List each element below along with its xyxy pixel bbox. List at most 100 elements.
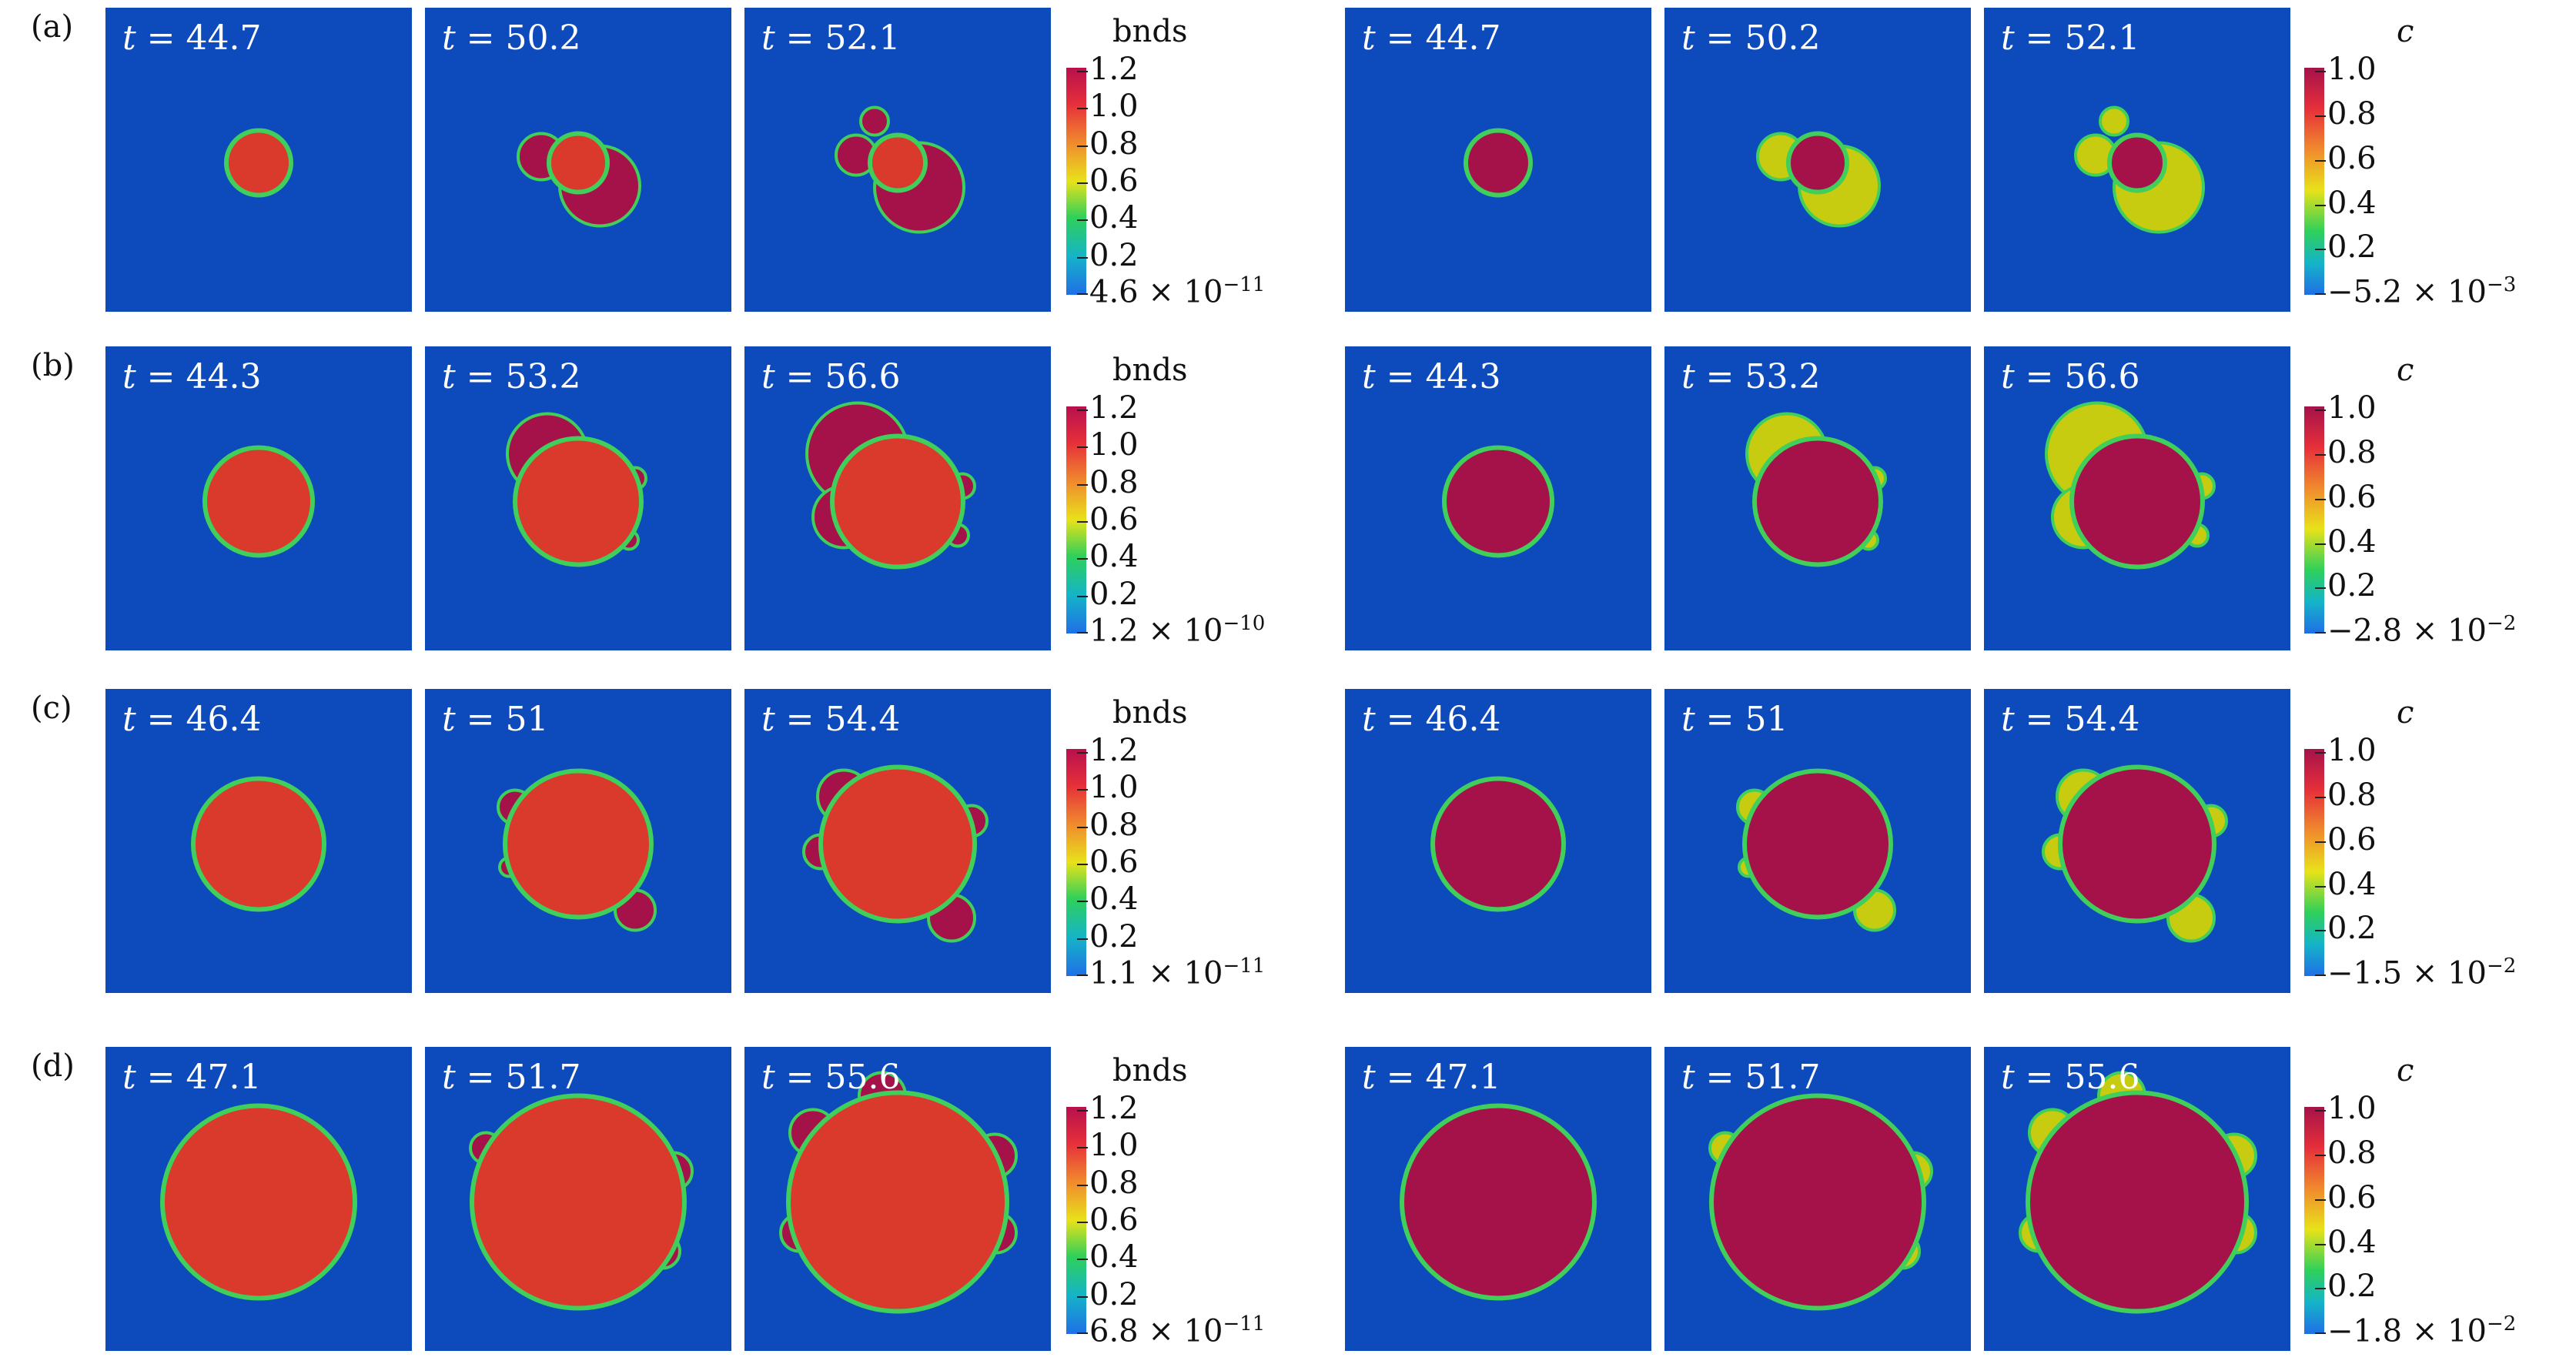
parent-grain — [2069, 433, 2205, 570]
equals-sign: = — [774, 18, 825, 58]
c-colorbar-tick: 0.6 — [2315, 1182, 2377, 1213]
time-value: 44.7 — [186, 18, 262, 58]
time-symbol: t — [2001, 18, 2015, 58]
time-label: t = 55.6 — [761, 1058, 901, 1097]
c-field-panel: t = 51.7 — [1664, 1047, 1971, 1351]
time-symbol: t — [1681, 1058, 1695, 1097]
c-field-panel: t = 44.7 — [1345, 8, 1651, 312]
bnds-colorbar-min-label: 6.8 × 10−11 — [1077, 1314, 1265, 1346]
time-value: 44.7 — [1425, 18, 1501, 58]
equals-sign: = — [1694, 1058, 1745, 1097]
time-value: 44.3 — [1425, 357, 1501, 396]
bnds-colorbar-tick: 1.2 — [1077, 393, 1139, 423]
c-colorbar-tick: 0.4 — [2315, 1227, 2377, 1258]
c-colorbar-min-label: −1.5 × 10−2 — [2315, 956, 2516, 988]
time-value: 55.6 — [825, 1058, 901, 1097]
c-colorbar-tick: 0.8 — [2315, 1138, 2377, 1168]
bnds-field-panel: t = 56.6 — [744, 346, 1051, 650]
bnds-field-panel: t = 46.4 — [105, 689, 412, 993]
time-symbol: t — [122, 1058, 136, 1097]
bnds-colorbar-tick: 0.8 — [1077, 129, 1139, 159]
time-symbol: t — [1362, 700, 1376, 739]
equals-sign: = — [1694, 18, 1745, 58]
time-label: t = 56.6 — [761, 357, 901, 396]
time-value: 54.4 — [825, 700, 901, 739]
time-symbol: t — [1681, 18, 1695, 58]
time-value: 55.6 — [2064, 1058, 2140, 1097]
time-label: t = 44.7 — [122, 18, 262, 58]
parent-grain — [470, 1093, 687, 1311]
c-colorbar-tick: 0.4 — [2315, 527, 2377, 557]
time-symbol: t — [761, 700, 775, 739]
equals-sign: = — [455, 357, 506, 396]
bnds-colorbar-tick: 0.2 — [1077, 1279, 1139, 1310]
c-colorbar-tick: 0.6 — [2315, 143, 2377, 174]
equals-sign: = — [2014, 357, 2065, 396]
c-colorbar-tick: 0.8 — [2315, 437, 2377, 468]
c-colorbar-tick: 0.2 — [2315, 913, 2377, 944]
time-label: t = 44.3 — [122, 357, 262, 396]
parent-grain — [1442, 445, 1554, 558]
equals-sign: = — [135, 357, 186, 396]
time-value: 52.1 — [2064, 18, 2140, 58]
c-colorbar-tick: 0.2 — [2315, 1271, 2377, 1302]
row-label: (a) — [31, 9, 74, 45]
parent-grain — [1742, 768, 1893, 920]
equals-sign: = — [1375, 700, 1426, 739]
time-symbol: t — [1362, 1058, 1376, 1097]
time-value: 44.3 — [186, 357, 262, 396]
parent-grain — [1430, 776, 1566, 912]
bnds-colorbar-tick: 0.6 — [1077, 165, 1139, 196]
equals-sign: = — [1375, 18, 1426, 58]
c-field-panel: t = 46.4 — [1345, 689, 1651, 993]
parent-grain — [1752, 436, 1883, 567]
time-label: t = 52.1 — [2001, 18, 2140, 58]
time-value: 46.4 — [186, 700, 262, 739]
time-label: t = 53.2 — [442, 357, 581, 396]
equals-sign: = — [774, 700, 825, 739]
c-field-panel: t = 56.6 — [1984, 346, 2290, 650]
c-colorbar-title: c — [2397, 14, 2414, 49]
time-value: 47.1 — [1425, 1058, 1501, 1097]
time-value: 51 — [1745, 700, 1788, 739]
parent-grain — [1709, 1093, 1926, 1311]
bnds-colorbar-tick: 0.6 — [1077, 847, 1139, 878]
parent-grain — [191, 776, 326, 912]
equals-sign: = — [1375, 357, 1426, 396]
c-field-panel: t = 44.3 — [1345, 346, 1651, 650]
equals-sign: = — [774, 1058, 825, 1097]
c-field-panel: t = 47.1 — [1345, 1047, 1651, 1351]
c-colorbar-tick: 0.6 — [2315, 482, 2377, 513]
bnds-colorbar-tick: 1.0 — [1077, 1130, 1139, 1161]
time-label: t = 51.7 — [1681, 1058, 1821, 1097]
time-label: t = 54.4 — [2001, 700, 2140, 739]
c-colorbar — [2304, 406, 2324, 634]
time-value: 53.2 — [505, 357, 581, 396]
bnds-field-panel: t = 50.2 — [425, 8, 731, 312]
bnds-field-panel: t = 51 — [425, 689, 731, 993]
satellite-grain — [2099, 105, 2129, 137]
equals-sign: = — [774, 357, 825, 396]
bnds-colorbar-tick: 0.4 — [1077, 1242, 1139, 1272]
time-symbol: t — [2001, 700, 2015, 739]
time-label: t = 51.7 — [442, 1058, 581, 1097]
c-colorbar-tick: 1.0 — [2315, 735, 2377, 766]
bnds-field-panel: t = 47.1 — [105, 1047, 412, 1351]
c-colorbar-min-label: −1.8 × 10−2 — [2315, 1314, 2516, 1346]
time-value: 56.6 — [2064, 357, 2140, 396]
parent-grain — [786, 1090, 1009, 1314]
time-label: t = 50.2 — [442, 18, 581, 58]
time-value: 51.7 — [1745, 1058, 1821, 1097]
bnds-colorbar-tick: 0.8 — [1077, 467, 1139, 498]
time-label: t = 53.2 — [1681, 357, 1821, 396]
c-colorbar-title: c — [2397, 1053, 2414, 1088]
time-symbol: t — [761, 18, 775, 58]
time-symbol: t — [442, 700, 456, 739]
c-colorbar — [2304, 1107, 2324, 1334]
row-label: (c) — [31, 690, 72, 726]
time-symbol: t — [1362, 357, 1376, 396]
parent-grain — [868, 132, 928, 193]
time-symbol: t — [2001, 1058, 2015, 1097]
parent-grain — [202, 445, 315, 558]
time-symbol: t — [442, 18, 456, 58]
